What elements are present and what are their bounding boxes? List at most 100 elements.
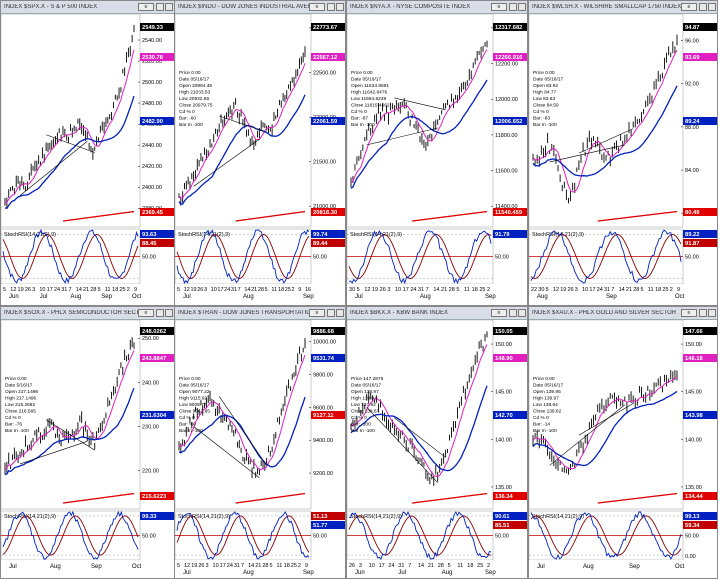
menu-icon[interactable] (327, 3, 335, 11)
date-tick-label: 7 (611, 287, 614, 293)
price-label: 134.44 (685, 494, 704, 500)
rsi-value: 99.13 (685, 514, 700, 520)
rsi-value-box (683, 239, 717, 247)
rsi-value-box (311, 512, 345, 520)
date-tick-label: 28 (633, 287, 639, 293)
rsi-fast-line (530, 229, 682, 284)
close-icon[interactable] (336, 3, 344, 11)
axis-tick-label: 2440.00 (142, 143, 162, 149)
ma-mid-line (178, 396, 306, 468)
window-titlebar[interactable]: INDEX $NYA.X - NYSE COMPOSITE INDEX ≡ (347, 1, 527, 14)
date-tick-label: 28 (262, 563, 268, 569)
price-label-box (140, 23, 174, 31)
window-titlebar[interactable]: INDEX $TRAN - DOW JONES TRANSPORTATION A… (175, 307, 345, 320)
ma-mid-line (350, 79, 488, 189)
menu-icon[interactable] (509, 3, 517, 11)
bar-info-line: Low 83.63 (533, 96, 555, 102)
window-titlebar[interactable]: INDEX $BKX.X - KBW BANK INDEX ≡ (347, 307, 527, 320)
axis-tick-label: 88.00 (685, 125, 699, 131)
rsi-value: 93.63 (142, 232, 157, 238)
chart-window[interactable]: INDEX $SOX.X - PHLX SEMICONDUCTOR SECTOR… (0, 306, 175, 579)
bar-info-line: Cd % 0 (179, 109, 195, 115)
toolbar-icon[interactable]: ≡ (681, 309, 697, 317)
date-tick-label: 10 (211, 287, 217, 293)
ma-long-line (412, 492, 488, 504)
rsi-slow-line (348, 515, 492, 556)
close-icon[interactable] (165, 309, 173, 317)
toolbar-icon[interactable]: ≡ (309, 3, 325, 11)
bar-info-line: Low 137.62 (351, 402, 376, 408)
toolbar-icon[interactable]: ≡ (681, 3, 697, 11)
price-label: 93.69 (685, 55, 700, 61)
close-icon[interactable] (518, 3, 526, 11)
ma-long-line (597, 210, 678, 222)
chart-window[interactable]: INDEX $TRAN - DOW JONES TRANSPORTATION A… (174, 306, 346, 579)
axis-tick-label: 9800.00 (313, 372, 333, 378)
menu-icon[interactable] (156, 3, 164, 11)
window-titlebar[interactable]: INDEX $WLSH.X - WILSHIRE SMALLCAP 1750 I… (529, 1, 717, 14)
price-label: 148.90 (495, 356, 513, 362)
bar-info-line: Close 139.62 (533, 409, 562, 415)
toolbar-icon[interactable]: ≡ (138, 3, 154, 11)
date-tick-label: 5 (98, 287, 101, 293)
date-tick-label: 11 (271, 287, 277, 293)
close-icon[interactable] (708, 3, 716, 11)
date-tick-label: 2 (670, 287, 673, 293)
axis-tick-label: 145.00 (685, 390, 702, 396)
price-label: 22773.67 (313, 25, 337, 31)
menu-icon[interactable] (327, 309, 335, 317)
chart-window[interactable]: INDEX $WLSH.X - WILSHIRE SMALLCAP 1750 I… (528, 0, 718, 306)
axis-tick-label: 10000.00 (313, 339, 336, 345)
rsi-axis-label: 50.00 (313, 534, 327, 540)
date-tick-label: 5 (456, 287, 459, 293)
window-titlebar[interactable]: INDEX $SOX.X - PHLX SEMICONDUCTOR SECTOR… (1, 307, 174, 320)
window-titlebar[interactable]: INDEX $SPX.X - S & P 500 INDEX ≡ (1, 1, 174, 14)
ma-long-line (62, 492, 135, 504)
date-tick-label: 24 (410, 287, 416, 293)
toolbar-icon[interactable]: ≡ (491, 309, 507, 317)
bar-info-line: High 11642.8476 (351, 90, 388, 96)
price-label-box (493, 327, 527, 335)
menu-icon[interactable] (699, 3, 707, 11)
bar-info-line: Low 9008.77 (179, 402, 207, 408)
bar-info-line: Close 138.63 (351, 409, 380, 415)
indicator-label: StochRSI(14,21(2),9) (4, 514, 56, 520)
bar-info-line: Low 20932.66 (179, 96, 209, 102)
window-titlebar[interactable]: INDEX $INDU - DOW JONES INDUSTRIAL AVERA… (175, 1, 345, 14)
menu-icon[interactable] (699, 309, 707, 317)
bar-info-line: High 9115.92 (179, 396, 208, 402)
chart-window[interactable]: INDEX $INDU - DOW JONES INDUSTRIAL AVERA… (174, 0, 346, 306)
menu-icon[interactable] (509, 309, 517, 317)
chart-window[interactable]: INDEX $NYA.X - NYSE COMPOSITE INDEX≡1240… (346, 0, 528, 306)
price-label: 142.70 (495, 413, 513, 419)
close-icon[interactable] (336, 309, 344, 317)
bar-info-line: Bar In -100 (351, 122, 375, 128)
chart-window[interactable]: INDEX $SPX.X - S & P 500 INDEX ≡ 2540.00 25… (0, 0, 175, 306)
price-label: 11540.459 (495, 210, 523, 216)
rsi-value-box (493, 230, 527, 238)
axis-tick-label: 9600.00 (313, 405, 333, 411)
bar-info-line: Cd % 0 (351, 109, 367, 115)
toolbar-icon[interactable]: ≡ (138, 309, 154, 317)
chart-window[interactable]: INDEX $XAU.X - PHLX GOLD AND SILVER SECT… (528, 306, 718, 579)
close-icon[interactable] (708, 309, 716, 317)
date-tick-label: 12 (10, 287, 16, 293)
date-tick-label: 18 (655, 287, 661, 293)
date-tick-label: 2 (487, 287, 490, 293)
window-titlebar[interactable]: INDEX $XAU.X - PHLX GOLD AND SILVER SECT… (529, 307, 717, 320)
bar-info-line: High 84.77 (533, 90, 557, 96)
close-icon[interactable] (518, 309, 526, 317)
menu-icon[interactable] (156, 309, 164, 317)
chart-window[interactable]: INDEX $BKX.X - KBW BANK INDEX ≡ 150.00 145.… (346, 306, 528, 579)
toolbar-icon[interactable]: ≡ (491, 3, 507, 11)
toolbar-icon[interactable]: ≡ (309, 309, 325, 317)
price-label: 80.49 (685, 210, 700, 216)
axis-tick-label: 84.00 (685, 168, 699, 174)
rsi-slow-line (176, 234, 310, 279)
chart-title: INDEX $INDU - DOW JONES INDUSTRIAL AVERA… (178, 4, 309, 10)
price-label: 146.18 (685, 356, 704, 362)
price-label-box (311, 53, 345, 61)
trend-line (366, 127, 438, 146)
rsi-slow-line (2, 234, 139, 279)
close-icon[interactable] (165, 3, 173, 11)
